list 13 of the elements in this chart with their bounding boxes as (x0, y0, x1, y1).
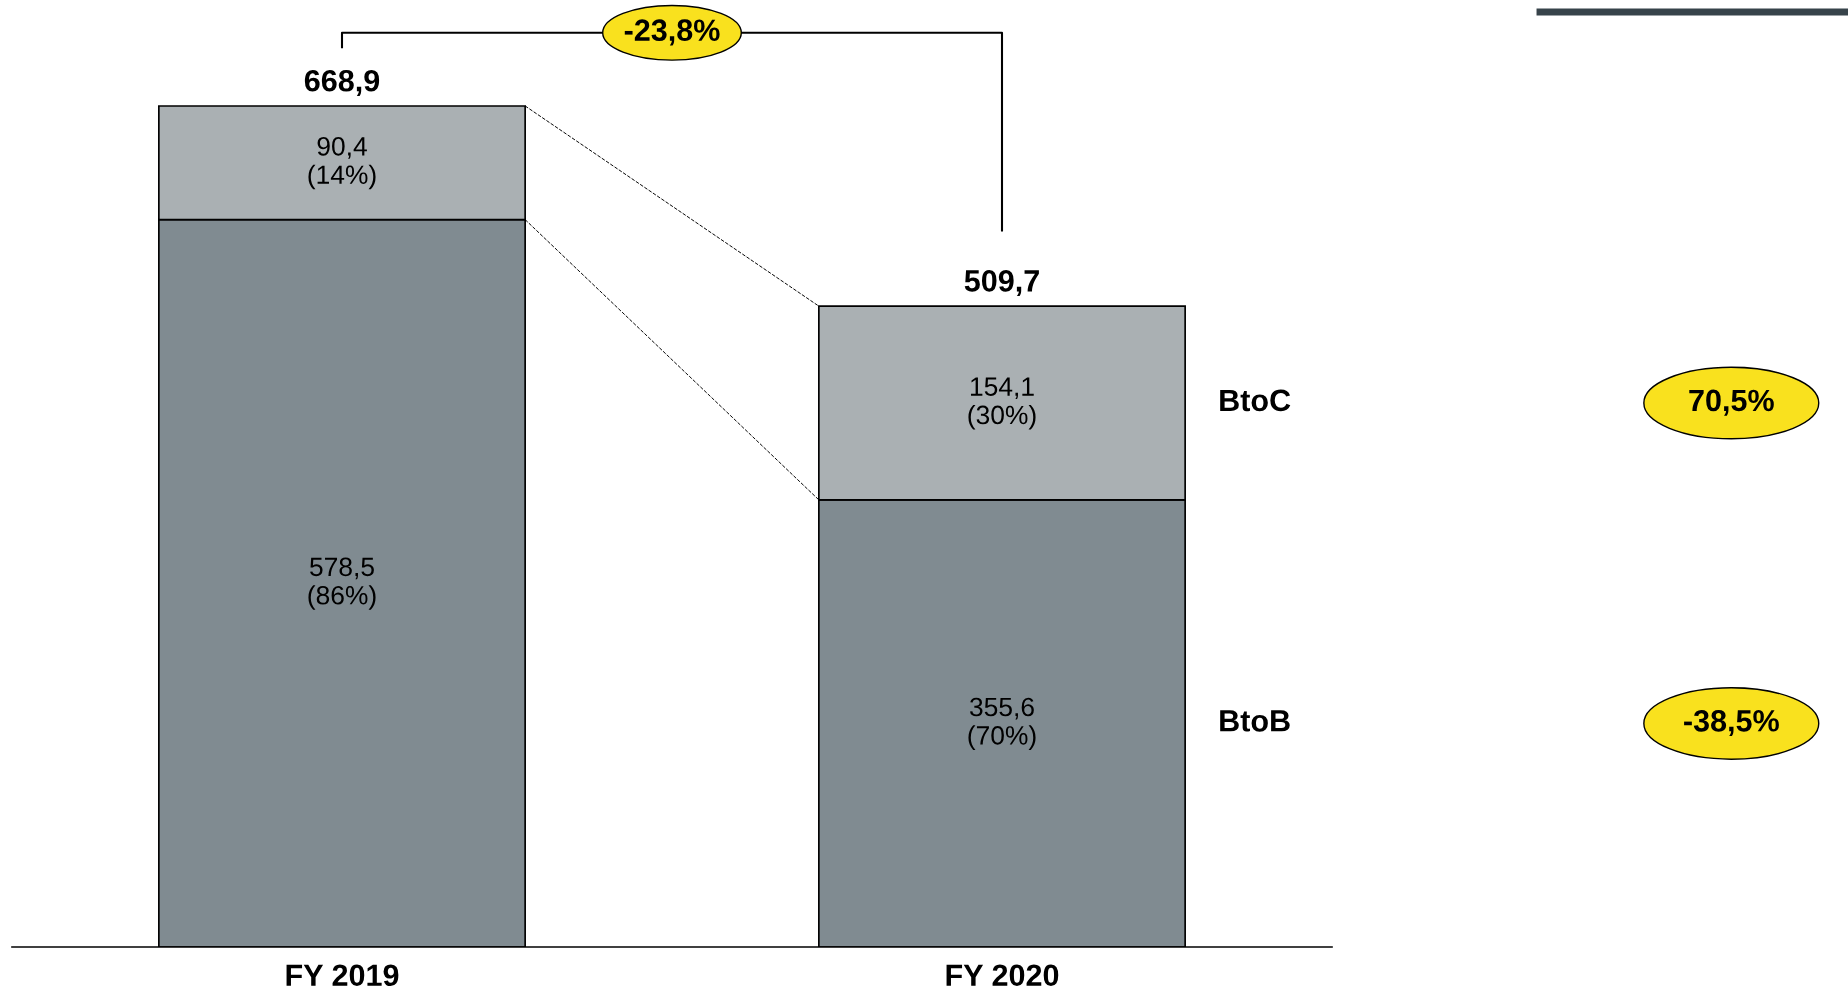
total-label: 668,9 (304, 69, 380, 96)
x-tick-label: FY 2019 (286, 964, 399, 987)
x-tick-label: FY 2020 (946, 964, 1059, 987)
total-label: 509,7 (964, 270, 1039, 297)
data-label: 90,4 (14%) (308, 136, 376, 190)
data-label: 578,5 (86%) (308, 557, 376, 610)
data-label: 355,6 (70%) (968, 697, 1036, 750)
text: -23,8% (624, 19, 720, 46)
series-label: BtoC (1220, 389, 1291, 412)
text: 70,5% (1689, 389, 1774, 416)
text: -38,5% (1684, 710, 1779, 737)
series-label: BtoB (1220, 710, 1290, 732)
data-label: 154,1 (30%) (968, 377, 1036, 430)
